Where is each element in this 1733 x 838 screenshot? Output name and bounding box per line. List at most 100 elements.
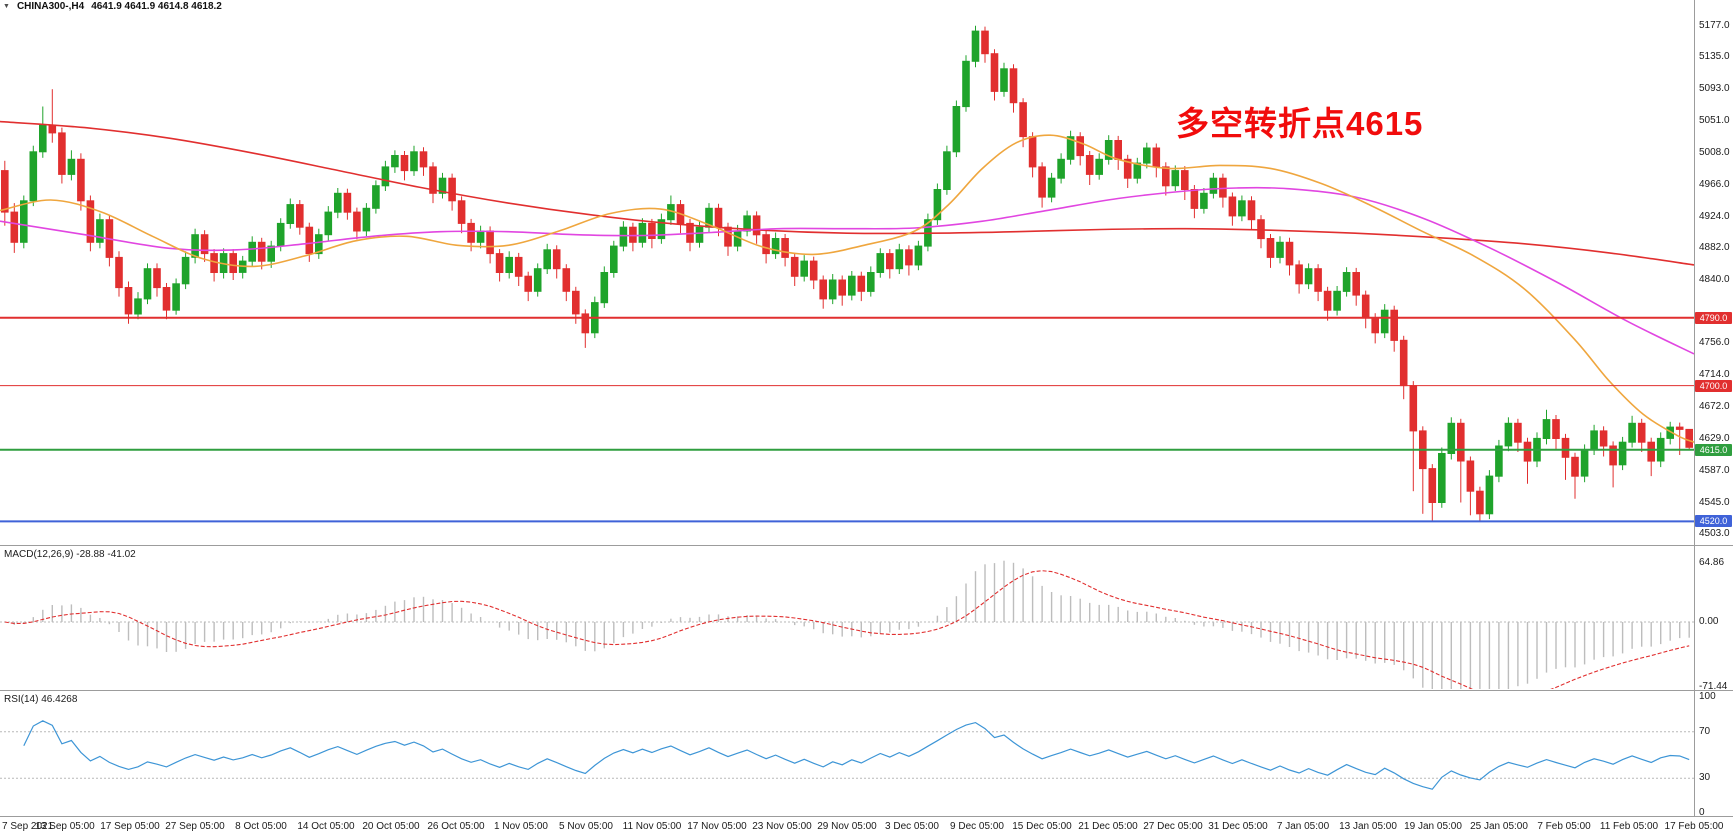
candle [143,263,152,305]
candle [648,218,656,249]
time-label: 27 Dec 05:00 [1143,821,1203,832]
candle [191,228,199,264]
candle [86,195,95,252]
candle [762,230,770,264]
price-tick-label: 4966.0 [1699,179,1730,190]
candle [1,160,9,226]
macd-signal-line [4,570,1690,689]
candle [1390,305,1399,352]
candle [39,106,47,158]
candle [914,240,923,271]
symbol-bar: ▼ CHINA300-,H4 4641.9 4641.9 4614.8 4618… [3,1,222,12]
candle [505,251,513,279]
time-label: 1 Nov 05:00 [494,821,548,832]
candle [1685,428,1694,450]
time-label: 29 Nov 05:00 [817,821,877,832]
candle [419,147,428,176]
price-tick-label: 5093.0 [1699,83,1730,94]
candle [971,25,980,68]
candle [848,271,856,301]
candle [1466,456,1475,516]
candle [1304,263,1313,290]
time-label: 7 Feb 05:00 [1537,821,1591,832]
time-label: 20 Oct 05:00 [362,821,420,832]
candle [315,228,323,259]
time-label: 7 Sep 2021 [2,821,54,832]
candle [1599,426,1608,457]
time-label: 17 Feb 05:00 [1664,821,1724,832]
time-label: 15 Dec 05:00 [1012,821,1072,832]
candle [1133,157,1142,184]
candle [391,150,399,173]
candle [257,237,266,270]
time-label: 26 Oct 05:00 [427,821,485,832]
price-tick-label: 5135.0 [1699,51,1730,62]
candle [1333,286,1341,316]
candle [115,251,123,297]
rsi-tick-label: 100 [1699,691,1716,702]
candle [10,203,19,253]
candle [1285,237,1294,276]
price-tick-label: 4629.0 [1699,433,1730,444]
candle [153,263,161,297]
candle [162,283,171,320]
candle [1504,417,1513,452]
candle [286,198,295,229]
ohlc-values: 4641.9 4641.9 4614.8 4618.2 [91,1,222,12]
candle [581,309,590,348]
candle [638,218,647,248]
candle [1647,437,1656,477]
candle [457,196,466,234]
candle [1200,188,1208,214]
candle [790,252,799,286]
ma-medium-magenta [0,186,1694,355]
candle [172,278,180,315]
price-tick-label: 4503.0 [1699,528,1730,539]
window-marker-icon[interactable]: ▼ [3,2,10,10]
candle [800,255,809,282]
candle [1104,135,1113,165]
price-tick-label: 4714.0 [1699,369,1730,380]
candle [448,173,456,211]
time-label: 9 Dec 05:00 [950,821,1004,832]
candle [1314,264,1322,302]
time-label: 21 Dec 05:00 [1078,821,1138,832]
candle [562,264,571,302]
candle [1057,153,1065,184]
candle [895,243,904,274]
candle [1618,436,1627,471]
candle [1228,192,1237,226]
candle [543,243,552,274]
candle [67,150,76,181]
price-line-label: 4520.0 [1695,515,1732,527]
candle [610,240,618,278]
time-label: 5 Nov 05:00 [559,821,613,832]
candle [1295,260,1303,294]
candle [29,145,38,207]
candle [248,236,256,267]
rsi-tick-label: 30 [1699,772,1711,783]
candle [343,188,352,220]
candle [952,100,961,158]
candle [1123,154,1132,188]
candle [1238,195,1246,222]
rsi-line [23,720,1690,790]
chart-annotation-text[interactable]: 多空转折点4615 [1176,105,1424,142]
candle [495,249,504,282]
candle [629,222,637,252]
candle [1009,64,1018,113]
time-label: 17 Nov 05:00 [687,821,747,832]
candle [905,245,913,276]
candle [381,160,390,191]
candle [1571,452,1579,499]
time-label: 17 Sep 05:00 [100,821,160,832]
rsi-layer [0,720,1694,790]
candle [962,55,970,112]
candle [1438,447,1446,508]
candle [410,145,418,176]
candle [857,271,866,302]
price-tick-label: 4924.0 [1699,211,1730,222]
candle [1209,172,1218,199]
